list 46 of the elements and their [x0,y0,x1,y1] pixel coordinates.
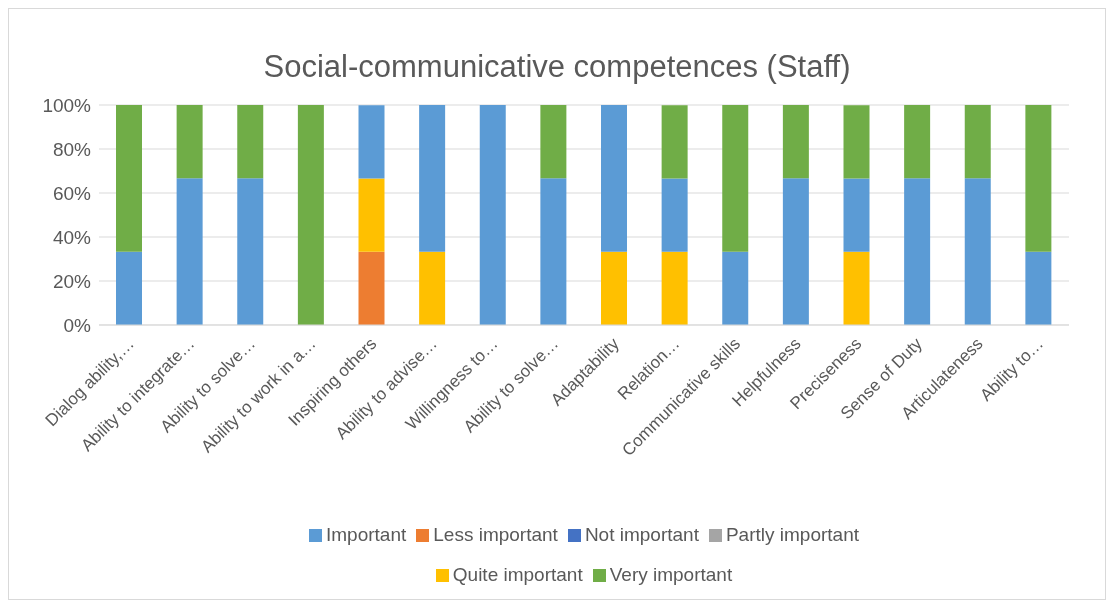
y-tick-label: 100% [42,94,92,116]
bar [419,105,446,252]
y-tick-label: 60% [52,182,92,204]
bar [601,251,627,325]
bar [176,105,203,179]
bar [116,105,142,252]
bar [661,251,688,325]
bar [843,105,870,179]
bar [479,105,506,325]
bar [116,251,142,325]
legend-label: Less important [433,524,558,545]
bar [661,178,688,252]
bar [601,105,627,252]
y-tick-label: 40% [52,226,92,248]
legend-label: Very important [609,564,733,585]
bar [358,105,385,179]
y-tick-label: 20% [52,270,92,292]
bar [237,105,264,179]
bar [540,178,567,325]
bar [964,178,991,325]
bar [1025,105,1052,252]
bar [237,178,264,325]
bar [419,251,446,325]
legend-label: Partly important [725,524,859,545]
bar [904,178,931,325]
legend-label: Not important [584,524,699,545]
bar [843,178,870,252]
bar [540,105,567,179]
bar [1025,251,1052,325]
bar [176,178,203,325]
bar [722,105,749,252]
bar [964,105,991,179]
legend-label: Important [326,524,407,545]
bar [782,178,809,325]
bar [358,178,385,252]
chart-title: Social-communicative competences (Staff) [262,49,852,85]
bar [904,105,931,179]
bar [722,251,749,325]
y-tick-label: 80% [52,138,92,160]
bar [843,251,870,325]
y-tick-label: 0% [63,314,92,336]
legend-label: Quite important [452,564,583,585]
bar [661,105,688,179]
bar [358,251,385,325]
bar [297,105,324,325]
bar [782,105,809,179]
